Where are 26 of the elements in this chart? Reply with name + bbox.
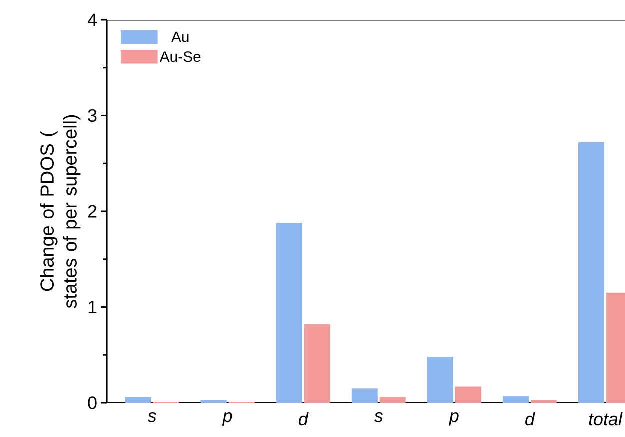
bar xyxy=(200,400,227,403)
y-tick-label: 2 xyxy=(88,205,97,218)
x-tick-label: s xyxy=(148,412,156,422)
legend-label: Au xyxy=(171,32,189,42)
y-tick-label: 3 xyxy=(88,109,97,122)
bar xyxy=(427,357,454,403)
x-tick-label: s xyxy=(374,412,383,422)
bar xyxy=(502,396,529,403)
bar xyxy=(352,388,378,403)
bar xyxy=(455,386,482,403)
x-tick-label: p xyxy=(222,412,232,426)
bar xyxy=(125,397,152,403)
y-axis-title: Change of PDOS ( states of per supercell) xyxy=(40,115,81,308)
legend-label: Au-Se xyxy=(160,52,201,62)
y-tick-label: 1 xyxy=(88,301,97,314)
y-tick-label: 0 xyxy=(88,396,97,410)
bar xyxy=(380,397,406,403)
bar xyxy=(304,324,330,403)
y-tick-label: 4 xyxy=(88,14,97,26)
bar xyxy=(530,400,557,403)
bar xyxy=(276,222,302,403)
x-tick-label: d xyxy=(298,412,309,426)
bar xyxy=(578,142,604,403)
x-tick-label: p xyxy=(448,412,459,426)
x-tick-label: d xyxy=(526,412,536,426)
x-tick-label: total xyxy=(589,412,623,426)
